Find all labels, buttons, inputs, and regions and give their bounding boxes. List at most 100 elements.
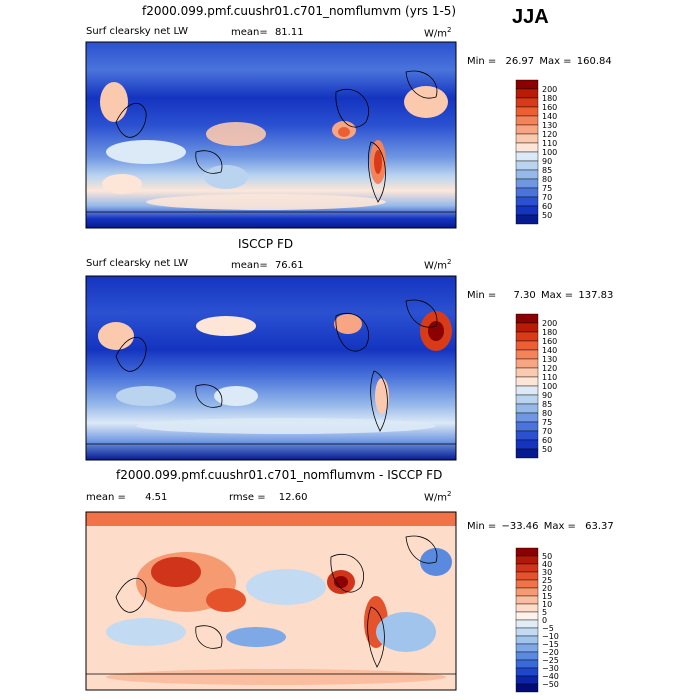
panel3-colorbar-swatch [515, 627, 539, 637]
panel1-min-label: Min = [467, 56, 497, 67]
panel3-rmse-value: 12.60 [278, 492, 308, 503]
panel2-mean-value: 76.61 [274, 260, 304, 271]
panel3-colorbar-swatch [515, 563, 539, 573]
panel1-colorbar-swatch [515, 151, 539, 162]
panel3-colorbar-tick-label: −40 [542, 672, 559, 681]
panel1-colorbar-swatch [515, 142, 539, 153]
panel3-max-label: Max = [543, 521, 576, 532]
panel1-colorbar-tick-label: 140 [542, 112, 557, 121]
panel2-colorbar-swatch [515, 322, 539, 333]
panel3-colorbar-swatch [515, 635, 539, 645]
panel1-colorbar-swatch [515, 205, 539, 216]
panel3-colorbar-tick-label: 20 [542, 584, 552, 593]
panel2-colorbar-swatch [515, 403, 539, 414]
panel3-title: f2000.099.pmf.cuushr01.c701_nomflumvm - … [116, 468, 443, 482]
panel1-colorbar-tick-label: 90 [542, 157, 552, 166]
panel2-colorbar-swatch [515, 367, 539, 378]
panel2-colorbar-tick-label: 50 [542, 445, 552, 454]
panel1-max-label: Max = [539, 56, 572, 67]
panel2-max-value: 137.83 [578, 290, 614, 301]
panel2-colorbar-tick-label: 75 [542, 418, 552, 427]
panel2-field-label: Surf clearsky net LW [86, 258, 189, 269]
panel2-colorbar-swatch [515, 385, 539, 396]
panel1-min-value: 26.97 [505, 56, 535, 67]
panel1-colorbar-swatch [515, 169, 539, 180]
panel2-colorbar-swatch [515, 421, 539, 432]
panel3-colorbar-tick-label: −10 [542, 632, 559, 641]
panel3-units-sup: 2 [447, 490, 452, 498]
panel3-colorbar-tick-label: −20 [542, 648, 559, 657]
panel3-colorbar-swatch [515, 595, 539, 605]
panel1-minmax: Min = 26.97 Max = 160.84 [467, 56, 612, 67]
panel3-colorbar-tick-label: 15 [542, 592, 552, 601]
panel3-colorbar-tick-label: −5 [542, 624, 554, 633]
panel1-units-sup: 2 [447, 26, 452, 34]
panel3-colorbar-tick-label: −50 [542, 680, 559, 689]
panel3-colorbar-tick-label: 50 [542, 552, 552, 561]
panel3-units-text: W/m [424, 492, 447, 504]
panel3-colorbar-tick-label: −30 [542, 664, 559, 673]
panel1-colorbar-tick-label: 80 [542, 175, 552, 184]
panel3-colorbar-swatch [515, 651, 539, 661]
panel3-colorbar-swatch [515, 619, 539, 629]
panel2-colorbar-tick-label: 70 [542, 427, 552, 436]
panel3-colorbar-tick-label: 40 [542, 560, 552, 569]
panel1-map [85, 41, 457, 229]
panel1-colorbar-tick-label: 120 [542, 130, 557, 139]
panel3-mean-text: mean = [86, 492, 126, 503]
panel1-colorbar-tick-label: 130 [542, 121, 557, 130]
panel3-units: W/m2 [424, 490, 451, 503]
panel2-mean-label: mean= 76.61 [231, 260, 304, 271]
panel1-title: f2000.099.pmf.cuushr01.c701_nomflumvm (y… [142, 4, 457, 18]
panel1-colorbar-swatch [515, 124, 539, 135]
panel3-colorbar-tick-label: −15 [542, 640, 559, 649]
panel1-colorbar-swatches [515, 79, 539, 225]
panel1-colorbar-swatch [515, 115, 539, 126]
panel2-colorbar-tick-label: 180 [542, 328, 557, 337]
panel3-colorbar-swatch [515, 643, 539, 653]
panel1-colorbar-tick-label: 200 [542, 85, 557, 94]
panel1-colorbar-swatch [515, 187, 539, 198]
panel1-colorbar-swatch [515, 106, 539, 117]
panel3-colorbar-swatch [515, 667, 539, 677]
panel3-max-value: 63.37 [585, 521, 614, 532]
panel3-colorbar-tick-label: 5 [542, 608, 547, 617]
panel3-mean-value: 4.51 [145, 492, 168, 503]
panel2-colorbar-swatch [515, 340, 539, 351]
panel1-mean-text: mean= [231, 27, 268, 38]
panel1-colorbar-tick-label: 110 [542, 139, 557, 148]
panel1-colorbar-swatch [515, 79, 539, 90]
panel1-colorbar-tick-label: 75 [542, 184, 552, 193]
panel1-units: W/m2 [424, 26, 451, 39]
panel2-colorbar-swatch [515, 394, 539, 405]
panel2-colorbar-tick-label: 100 [542, 382, 557, 391]
panel3-min-label: Min = [467, 521, 497, 532]
panel3-colorbar-swatch [515, 579, 539, 589]
panel2-colorbar-tick-label: 200 [542, 319, 557, 328]
panel3-colorbar-swatch [515, 547, 539, 557]
panel2-colorbar-swatch [515, 376, 539, 387]
panel1-colorbar-swatch [515, 133, 539, 144]
panel2-colorbar-tick-label: 80 [542, 409, 552, 418]
panel3-colorbar-swatch [515, 587, 539, 597]
panel3-colorbar-swatches [515, 547, 539, 693]
panel1-colorbar-tick-label: 70 [542, 193, 552, 202]
panel2-colorbar-swatch [515, 412, 539, 423]
panel3-colorbar-tick-label: 25 [542, 576, 552, 585]
panel3-colorbar-tick-label: −25 [542, 656, 559, 665]
panel2-colorbar-swatch [515, 439, 539, 450]
panel2-units-text: W/m [424, 260, 447, 272]
panel2-colorbar-swatch [515, 448, 539, 459]
panel1-units-text: W/m [424, 28, 447, 40]
panel1-mean-label: mean= 81.11 [231, 27, 304, 38]
panel1-field-label: Surf clearsky net LW [86, 26, 189, 37]
panel1-colorbar-swatch [515, 178, 539, 189]
panel2-max-label: Max = [540, 290, 574, 301]
panel1-colorbar-tick-label: 50 [542, 211, 552, 220]
panel2-colorbar-swatch [515, 430, 539, 441]
panel2-colorbar-swatch [515, 349, 539, 360]
